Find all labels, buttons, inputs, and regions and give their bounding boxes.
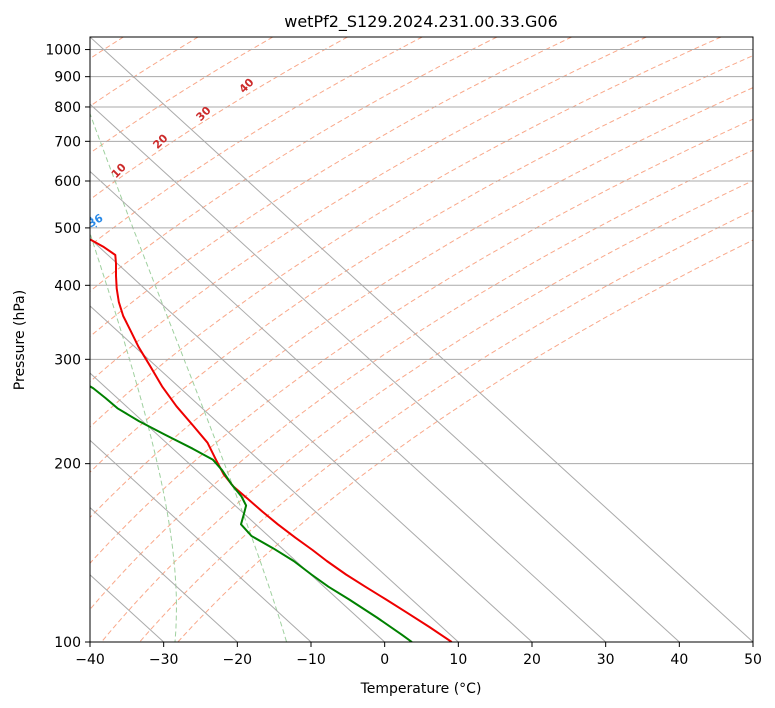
x-tick-label: 0 xyxy=(380,652,389,668)
dry-adiabat xyxy=(90,37,498,292)
dry-adiabat xyxy=(90,118,753,564)
isotherm xyxy=(90,506,238,642)
y-axis-ticks: 100 200 300 400 500 600 700 800 900 1000 xyxy=(45,43,90,651)
y-tick-label: 700 xyxy=(54,134,81,150)
plot-frame xyxy=(89,36,754,643)
dry-adiabat xyxy=(177,239,753,642)
series-line-dewpoint xyxy=(90,385,413,642)
y-tick-label: 1000 xyxy=(45,43,81,59)
dry-adiabat xyxy=(90,55,753,473)
series-line-temperature xyxy=(90,238,453,642)
isotherm xyxy=(90,237,533,642)
sounding-series xyxy=(90,238,453,642)
x-tick-label: 40 xyxy=(670,652,688,668)
dry-adiabat xyxy=(101,180,753,642)
x-axis-label: Temperature (°C) xyxy=(360,681,482,697)
isotherm xyxy=(90,103,680,642)
x-tick-label: 20 xyxy=(523,652,541,668)
isotherm xyxy=(90,170,607,642)
x-tick-label: 30 xyxy=(597,652,615,668)
dry-adiabat xyxy=(90,37,722,428)
dry-adiabat xyxy=(90,37,423,247)
isotherm xyxy=(90,439,312,642)
isotherm xyxy=(90,372,386,642)
dry-adiabat xyxy=(90,37,572,338)
moist-adiabat xyxy=(90,112,288,642)
y-axis-label: Pressure (hPa) xyxy=(12,290,28,390)
x-tick-label: −20 xyxy=(223,652,253,668)
x-tick-label: −30 xyxy=(149,652,179,668)
reference-lines xyxy=(90,37,753,642)
x-tick-label: 50 xyxy=(744,652,762,668)
y-tick-label: 900 xyxy=(54,70,81,86)
x-tick-label: −10 xyxy=(296,652,326,668)
isotherm xyxy=(90,305,459,642)
x-tick-label: −40 xyxy=(75,652,105,668)
x-axis-ticks: −40 −30 −20 −10 0 10 20 30 40 50 xyxy=(75,642,762,668)
dry-adiabat xyxy=(90,37,348,201)
y-tick-label: 100 xyxy=(54,635,81,651)
y-tick-label: 200 xyxy=(54,457,81,473)
isotherm xyxy=(90,37,753,642)
dry-adiabat xyxy=(90,149,753,611)
y-tick-label: 500 xyxy=(54,221,81,237)
y-tick-label: 600 xyxy=(54,174,81,190)
x-tick-label: 10 xyxy=(449,652,467,668)
chart-title: wetPf2_S129.2024.231.00.33.G06 xyxy=(284,12,558,32)
dry-adiabat xyxy=(90,37,647,383)
y-tick-label: 300 xyxy=(54,352,81,368)
y-tick-label: 400 xyxy=(54,278,81,294)
dry-adiabat xyxy=(139,209,753,642)
y-tick-label: 800 xyxy=(54,100,81,116)
moist-adiabat xyxy=(90,231,178,642)
